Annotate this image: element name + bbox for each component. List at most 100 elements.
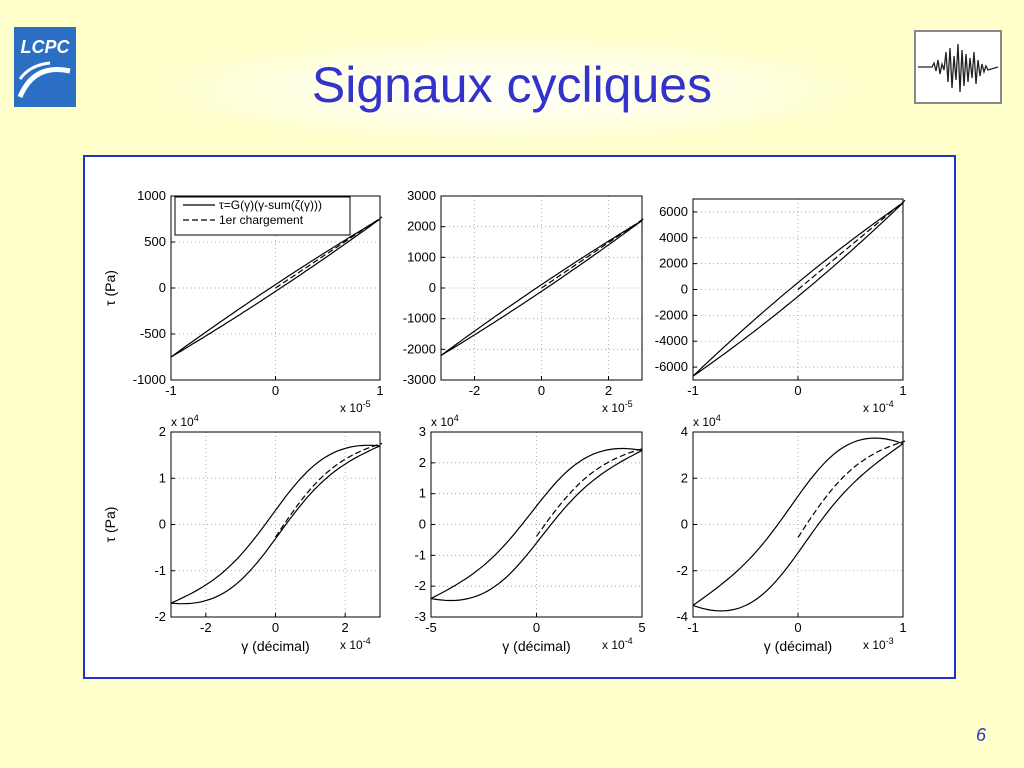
- plot-axes-box: [692, 431, 904, 618]
- y-exponent-label: x 104: [171, 413, 199, 429]
- y-tick-label: 0: [159, 517, 166, 532]
- y-tick-label: 1000: [137, 188, 166, 203]
- loop-curve-lower: [692, 202, 904, 377]
- x-tick-label: -5: [425, 620, 437, 635]
- y-tick-label: -2: [676, 563, 688, 578]
- loop-curve-upper: [692, 202, 904, 377]
- first-loading-curve: [275, 216, 383, 289]
- first-loading-curve: [536, 447, 645, 537]
- x-tick-label: 0: [794, 620, 801, 635]
- loop-curve-lower: [170, 445, 381, 605]
- x-axis-label: γ (décimal): [241, 638, 309, 654]
- y-tick-label: 0: [419, 517, 426, 532]
- plot-axes-box: [170, 431, 381, 618]
- x-tick-label: 5: [638, 620, 645, 635]
- y-tick-label: -3000: [403, 372, 436, 387]
- y-tick-label: 2: [419, 455, 426, 470]
- x-tick-label: 1: [899, 383, 906, 398]
- plot-axes-box: [440, 195, 643, 381]
- y-exponent-label: x 104: [431, 413, 459, 429]
- slide-title: Signaux cycliques: [311, 57, 713, 113]
- y-tick-label: -4000: [655, 333, 688, 348]
- y-tick-label: 500: [144, 234, 166, 249]
- logo-text: LCPC: [21, 37, 71, 57]
- y-tick-label: 0: [159, 280, 166, 295]
- y-axis-label: τ (Pa): [102, 270, 118, 306]
- y-tick-label: 2: [159, 424, 166, 439]
- plot-axes-box: [430, 431, 643, 618]
- y-tick-label: -2000: [655, 307, 688, 322]
- x-tick-label: 1: [376, 383, 383, 398]
- loop-curve-upper: [440, 219, 643, 356]
- loop-curve-upper: [170, 218, 381, 358]
- x-tick-label: 0: [533, 620, 540, 635]
- x-axis-label: γ (décimal): [764, 638, 832, 654]
- x-exponent-label: x 10-5: [340, 399, 371, 415]
- y-tick-label: -2000: [403, 341, 436, 356]
- loop-curve-upper: [430, 447, 643, 600]
- y-tick-label: -3: [414, 609, 426, 624]
- y-tick-label: -6000: [655, 359, 688, 374]
- y-tick-label: -500: [140, 326, 166, 341]
- y-tick-label: -4: [676, 609, 688, 624]
- y-tick-label: 0: [681, 517, 688, 532]
- y-tick-label: 1000: [407, 249, 436, 264]
- first-loading-curve: [541, 218, 645, 289]
- x-tick-label: -2: [469, 383, 481, 398]
- loop-curve-lower: [440, 220, 643, 357]
- x-tick-label: -1: [687, 620, 699, 635]
- y-tick-label: 1: [419, 486, 426, 501]
- x-tick-label: 1: [899, 620, 906, 635]
- x-exponent-label: x 10-4: [602, 636, 633, 652]
- seismogram-icon: [914, 30, 1002, 104]
- lcpc-logo: LCPC: [14, 27, 76, 107]
- y-tick-label: 1: [159, 470, 166, 485]
- first-loading-curve: [275, 442, 383, 538]
- x-tick-label: 0: [538, 383, 545, 398]
- page-number: 6: [975, 725, 986, 745]
- x-exponent-label: x 10-4: [863, 399, 894, 415]
- x-tick-label: 0: [272, 620, 279, 635]
- y-tick-label: -2: [154, 609, 166, 624]
- y-tick-label: 6000: [659, 204, 688, 219]
- y-tick-label: -1: [154, 563, 166, 578]
- legend-label: τ=G(γ)(γ-sum(ζ(γ))): [219, 198, 322, 212]
- legend-label: 1er chargement: [219, 213, 304, 227]
- y-tick-label: 2000: [407, 219, 436, 234]
- y-tick-label: -1000: [133, 372, 166, 387]
- x-axis-label: γ (décimal): [502, 638, 570, 654]
- loop-curve-lower: [170, 218, 381, 358]
- x-tick-label: -1: [165, 383, 177, 398]
- x-tick-label: -1: [687, 383, 699, 398]
- y-tick-label: 3: [419, 424, 426, 439]
- y-tick-label: 2000: [659, 256, 688, 271]
- title-glow: [170, 38, 850, 142]
- loop-curve-lower: [430, 449, 643, 602]
- plot-axes-box: [692, 198, 904, 381]
- y-tick-label: 0: [681, 282, 688, 297]
- x-tick-label: 2: [605, 383, 612, 398]
- x-tick-label: 0: [794, 383, 801, 398]
- x-tick-label: 2: [342, 620, 349, 635]
- x-exponent-label: x 10-3: [863, 636, 894, 652]
- legend-box: [174, 196, 351, 236]
- y-tick-label: -2: [414, 578, 426, 593]
- x-exponent-label: x 10-5: [602, 399, 633, 415]
- x-exponent-label: x 10-4: [340, 636, 371, 652]
- first-loading-curve: [797, 199, 906, 290]
- y-tick-label: 2: [681, 470, 688, 485]
- loop-curve-upper: [692, 437, 904, 606]
- plot-axes-box: [170, 195, 381, 381]
- x-tick-label: -2: [200, 620, 212, 635]
- y-exponent-label: x 104: [693, 413, 721, 429]
- y-tick-label: 4: [681, 424, 688, 439]
- loop-curve-lower: [692, 443, 904, 612]
- y-tick-label: -1000: [403, 311, 436, 326]
- loop-curve-upper: [170, 444, 381, 604]
- y-axis-label: τ (Pa): [102, 507, 118, 543]
- y-tick-label: 3000: [407, 188, 436, 203]
- y-tick-label: 0: [429, 280, 436, 295]
- first-loading-curve: [797, 440, 906, 538]
